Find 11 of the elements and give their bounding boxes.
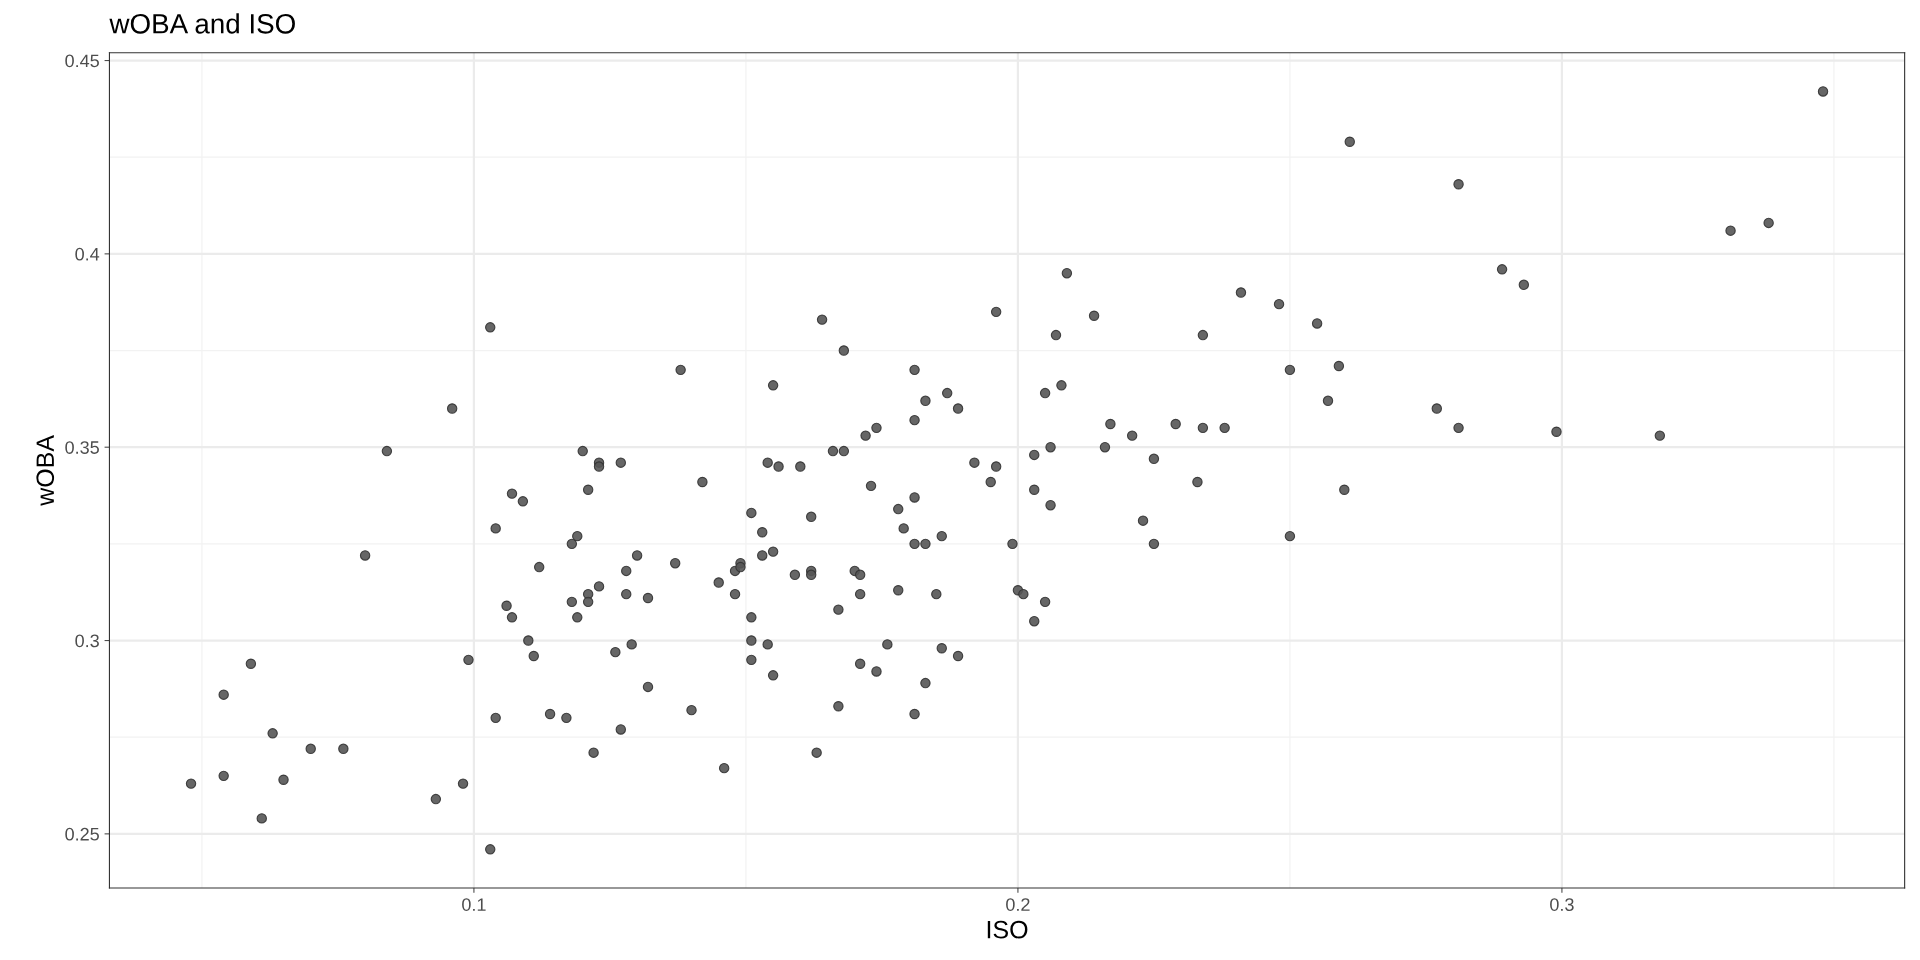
y-axis-title: wOBA	[36, 435, 55, 506]
y-tick-label: 0.25	[65, 827, 99, 841]
x-tick-label: 0.3	[1550, 898, 1574, 911]
x-axis-title: ISO	[987, 920, 1028, 939]
y-tick-label: 0.45	[65, 54, 99, 68]
x-tick-label: 0.1	[462, 898, 486, 911]
y-tick-label: 0.35	[65, 441, 99, 454]
y-tick-label: 0.4	[75, 247, 100, 261]
chart-title: wOBA and ISO	[109, 13, 295, 34]
y-tick-label: 0.3	[75, 634, 99, 648]
x-tick-label: 0.2	[1006, 898, 1030, 911]
